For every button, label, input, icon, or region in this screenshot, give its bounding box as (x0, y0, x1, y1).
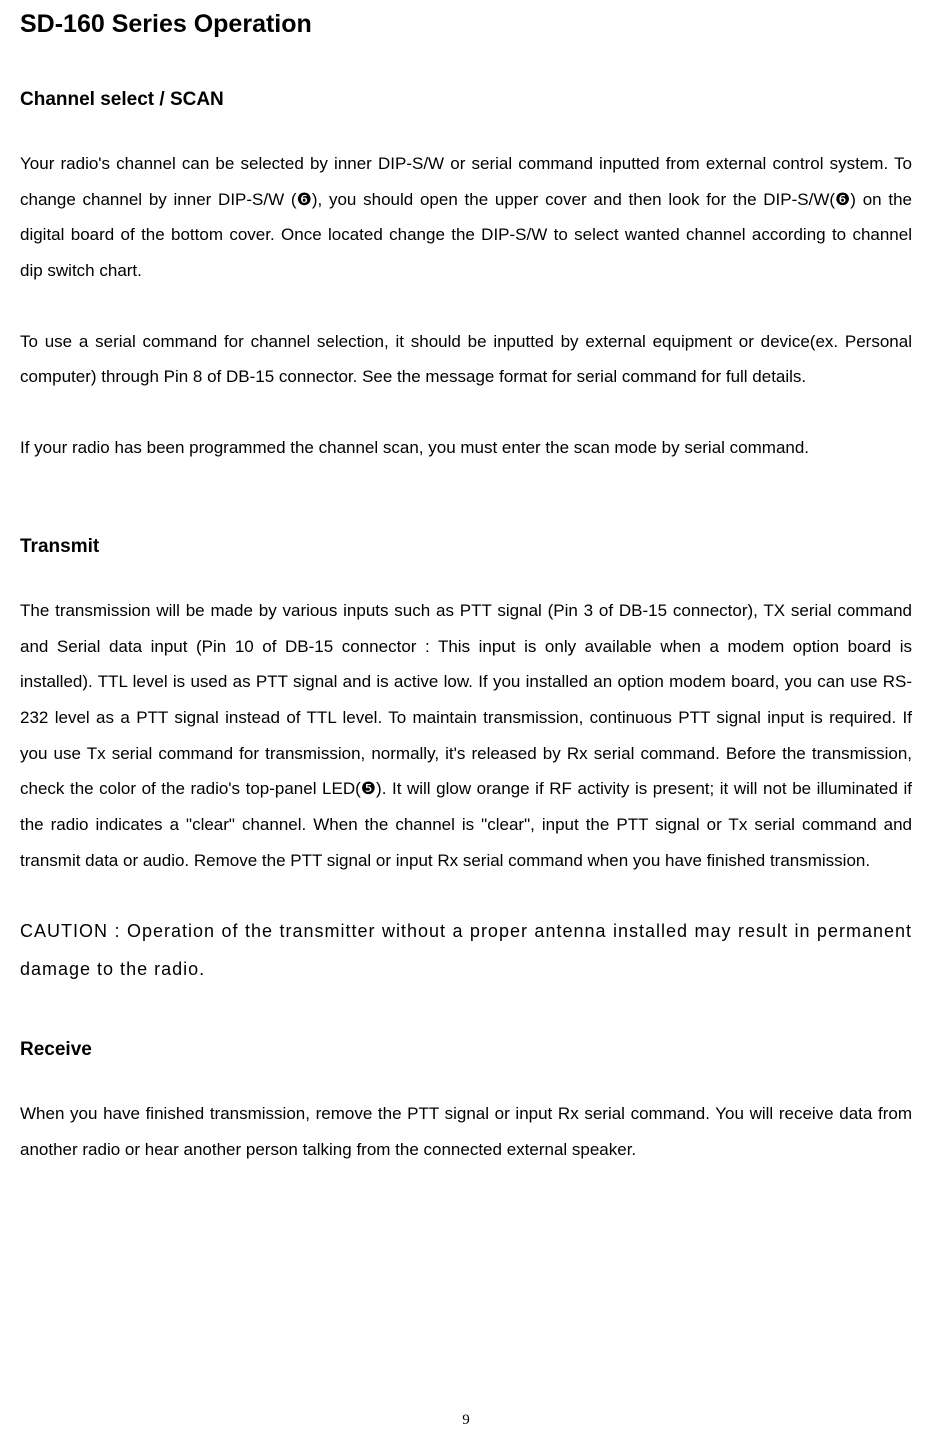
channel-paragraph-3: If your radio has been programmed the ch… (20, 430, 912, 466)
circled-five-icon: ❺ (361, 771, 376, 807)
channel-p1-text-b: ), you should open the upper cover and t… (312, 190, 835, 209)
caution-paragraph: CAUTION : Operation of the transmitter w… (20, 913, 912, 989)
channel-paragraph-2: To use a serial command for channel sele… (20, 324, 912, 395)
circled-six-icon: ❻ (835, 182, 850, 218)
transmit-p1-text-a: The transmission will be made by various… (20, 601, 912, 798)
page-title: SD-160 Series Operation (20, 10, 912, 39)
page-number: 9 (0, 1412, 932, 1429)
channel-paragraph-1: Your radio's channel can be selected by … (20, 146, 912, 289)
section-header-channel: Channel select / SCAN (20, 89, 912, 111)
circled-six-icon: ❻ (297, 182, 312, 218)
receive-paragraph-1: When you have finished transmission, rem… (20, 1096, 912, 1167)
transmit-paragraph-1: The transmission will be made by various… (20, 593, 912, 879)
section-header-transmit: Transmit (20, 536, 912, 558)
section-header-receive: Receive (20, 1039, 912, 1061)
